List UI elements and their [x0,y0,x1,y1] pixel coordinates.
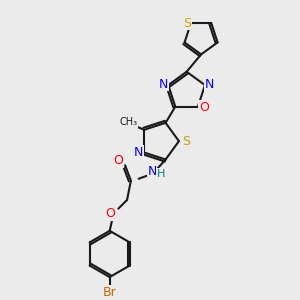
Text: CH₃: CH₃ [120,117,138,127]
Text: H: H [157,169,165,179]
Text: N: N [205,78,214,91]
Text: O: O [106,207,116,220]
Text: O: O [113,154,123,167]
Text: Br: Br [103,286,117,299]
Text: N: N [147,165,157,178]
Text: S: S [182,135,190,148]
Text: S: S [183,16,191,29]
Text: N: N [134,146,143,159]
Text: O: O [199,101,209,114]
Text: N: N [159,78,168,91]
